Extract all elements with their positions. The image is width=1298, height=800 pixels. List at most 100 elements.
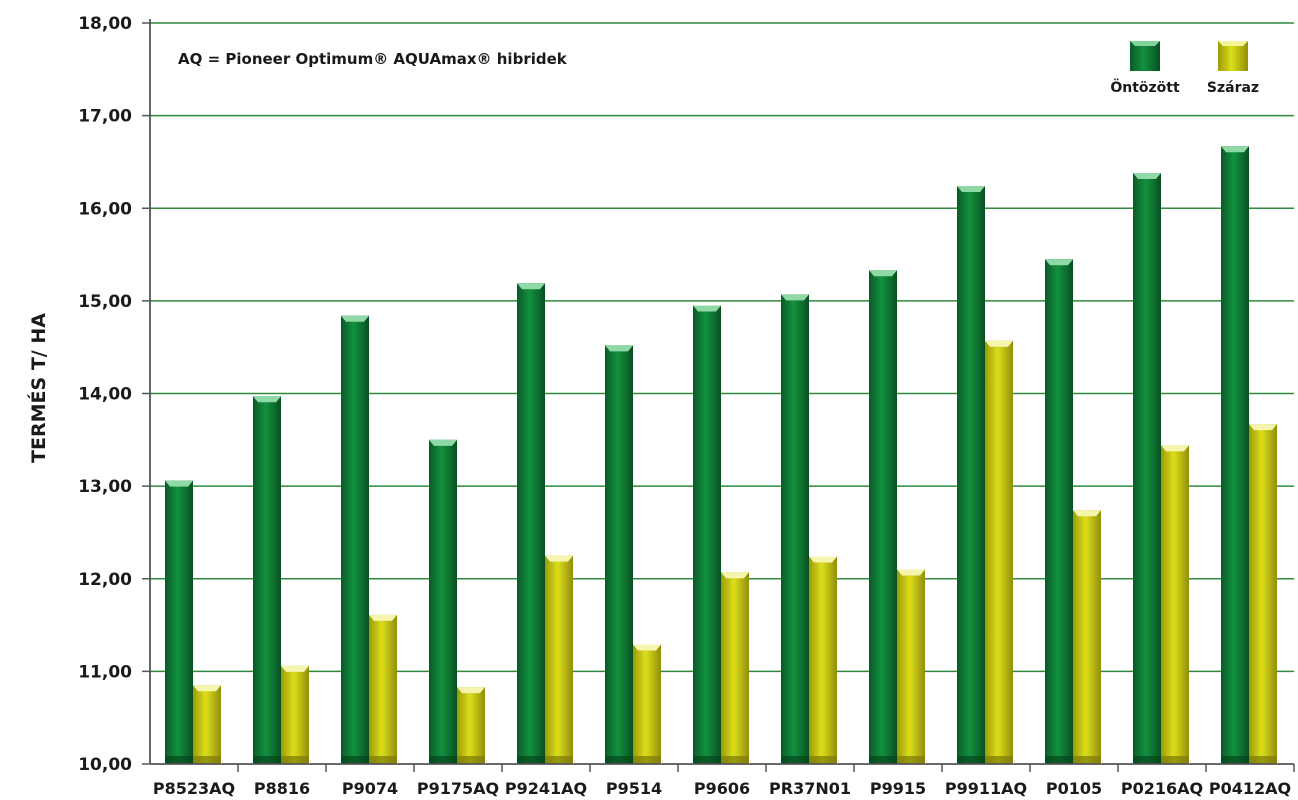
bar-dry-body [457,687,485,764]
bar-dry-base [1073,756,1101,764]
bar-irrigated [1221,146,1249,764]
bar-irrigated-body [781,294,809,764]
axes [142,19,1295,772]
bar-dry-bevel [369,614,397,621]
x-tick-label: P9514 [606,779,662,798]
bar-irrigated-bevel [429,439,457,446]
bar-dry [457,687,485,764]
x-tick-label: PR37N01 [769,779,851,798]
bar-dry-bevel [633,644,661,651]
bar-irrigated [253,396,281,764]
bar-dry [281,665,309,764]
x-tick-label: P8523AQ [153,779,235,798]
bar-dry-base [897,756,925,764]
x-tick-label: P9175AQ [417,779,499,798]
bar-irrigated-base [605,756,633,764]
bar-irrigated-body [165,480,193,764]
bar-irrigated-bevel [1221,146,1249,153]
x-tick-label: P9606 [694,779,750,798]
bar-dry-base [193,756,221,764]
bar-irrigated-base [517,756,545,764]
bar-irrigated-base [1221,756,1249,764]
y-tick-label: 15,00 [78,292,132,312]
bar-dry-base [1161,756,1189,764]
bar-dry [1249,424,1277,764]
bar-irrigated-body [957,186,985,764]
x-tick-label: P0216AQ [1121,779,1203,798]
bar-irrigated-bevel [517,283,545,290]
bar-irrigated-base [869,756,897,764]
bar-dry-body [1161,445,1189,764]
bar-dry-body [281,665,309,764]
bar-dry-base [457,756,485,764]
bar-dry-body [809,556,837,764]
bar-dry [545,555,573,764]
bar-dry [809,556,837,764]
x-tick-label: P9074 [342,779,398,798]
legend-label-irrigated: Öntözött [1110,78,1180,96]
bar-dry-base [281,756,309,764]
bar-irrigated-bevel [1133,173,1161,180]
bar-irrigated-bevel [341,315,369,322]
bar-irrigated-body [253,396,281,764]
bar-dry [721,572,749,764]
bar-irrigated-base [1045,756,1073,764]
bar-irrigated-body [605,345,633,764]
gridlines [150,22,1294,673]
bar-dry [985,340,1013,764]
bar-dry-bevel [457,687,485,694]
bar-irrigated-body [693,305,721,764]
bar-irrigated-base [693,756,721,764]
bar-irrigated-body [1133,173,1161,765]
bar-irrigated-bevel [1045,259,1073,266]
bar-irrigated [429,439,457,764]
bar-dry-bevel [985,340,1013,347]
bar-irrigated-base [165,756,193,764]
bar-dry-bevel [281,665,309,672]
bar-dry-body [193,685,221,764]
legend-swatch-dry-bevel [1218,41,1248,46]
bar-dry-body [985,340,1013,764]
x-tick-label: P8816 [254,779,310,798]
bar-irrigated-base [429,756,457,764]
bar-dry-body [545,555,573,764]
x-tick-labels: P8523AQ P8816 P9074 P9175AQ P9241AQ P9514 P960… [153,779,1291,798]
bar-irrigated [869,270,897,764]
bar-dry-base [1249,756,1277,764]
y-tick-label: 18,00 [78,14,132,34]
y-tick-label: 11,00 [78,662,132,682]
x-tick-label: P0412AQ [1209,779,1291,798]
legend-swatch-irrigated-bevel [1130,41,1160,46]
bar-irrigated-base [341,756,369,764]
bar-dry [193,685,221,764]
y-tick-label: 10,00 [78,755,132,775]
bar-dry-body [633,644,661,764]
bar-irrigated-base [253,756,281,764]
x-tick-label: P9241AQ [505,779,587,798]
bar-irrigated-bevel [253,396,281,403]
bar-dry-body [1249,424,1277,764]
bar-dry-base [545,756,573,764]
y-tick-label: 14,00 [78,385,132,405]
bar-irrigated-base [781,756,809,764]
bar-dry-body [1073,510,1101,764]
bar-irrigated-body [1221,146,1249,764]
bar-irrigated-body [1045,259,1073,764]
bar-dry-bevel [809,556,837,563]
bar-dry-bevel [1249,424,1277,431]
bar-irrigated-base [1133,756,1161,764]
bar-dry-base [633,756,661,764]
legend-item-dry: Száraz [1207,41,1259,96]
bar-irrigated [1133,173,1161,765]
bars [165,146,1277,765]
bar-dry-base [985,756,1013,764]
y-tick-label: 13,00 [78,477,132,497]
bar-irrigated [957,186,985,764]
bar-dry-bevel [545,555,573,562]
y-tick-label: 12,00 [78,570,132,590]
bar-irrigated [693,305,721,764]
bar-irrigated [1045,259,1073,764]
x-tick-label: P0105 [1046,779,1102,798]
bar-irrigated-bevel [781,294,809,301]
bar-irrigated-bevel [605,345,633,352]
